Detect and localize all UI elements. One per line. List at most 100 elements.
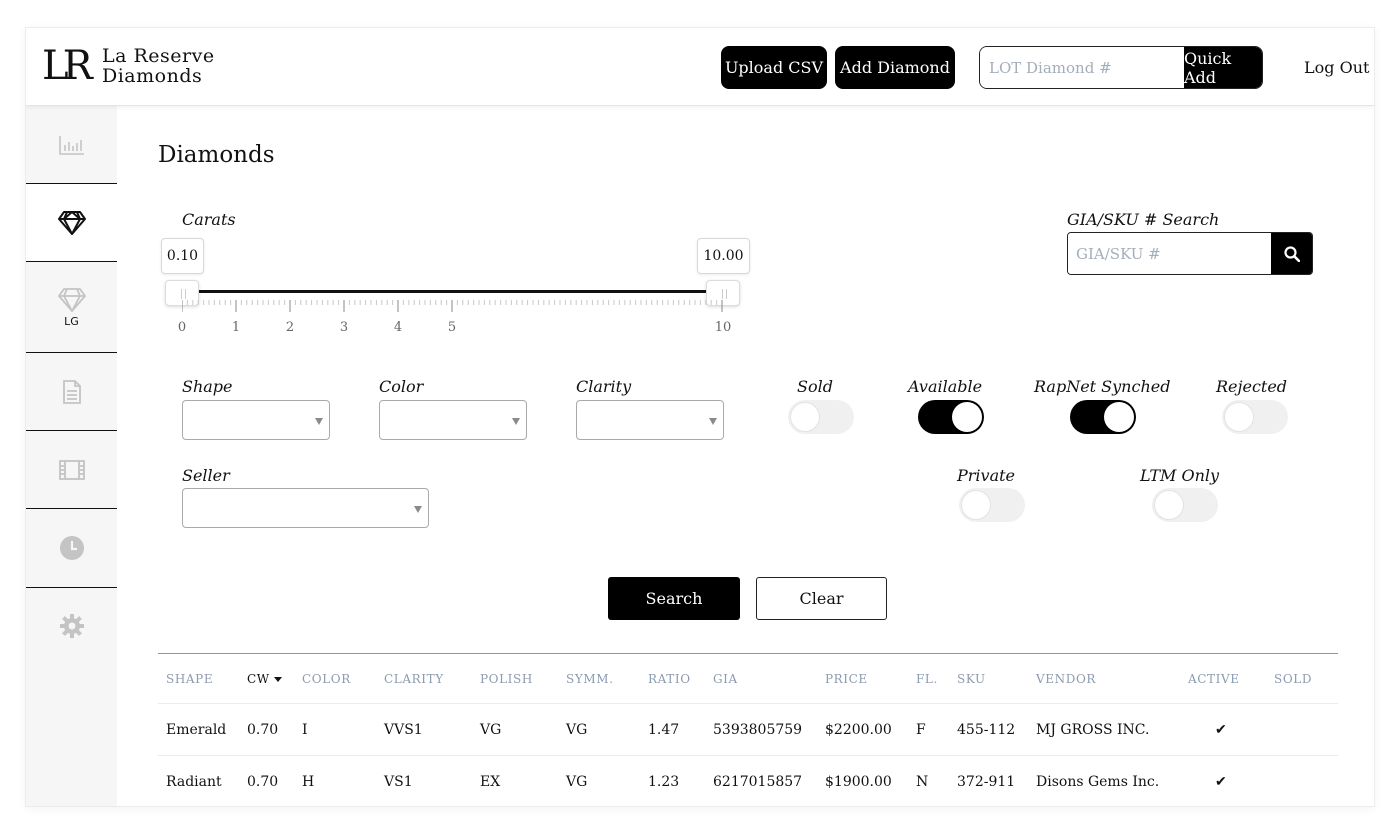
quick-add-button[interactable]: Quick Add [1184, 47, 1262, 88]
private-toggle[interactable] [959, 488, 1025, 522]
cell-cw: 0.70 [247, 774, 279, 790]
sold-label: Sold [797, 377, 833, 396]
sidebar-item-history[interactable] [26, 509, 117, 588]
cell-color: H [302, 774, 315, 790]
cell-vendor: Disons Gems Inc. [1036, 774, 1160, 790]
tick-label: 1 [231, 320, 241, 335]
clarity-select[interactable] [576, 400, 724, 440]
tick-label: 0 [177, 320, 187, 335]
col-header-sold[interactable]: SOLD [1274, 672, 1313, 686]
col-header-shape[interactable]: SHAPE [166, 672, 214, 686]
rejected-toggle[interactable] [1222, 400, 1288, 434]
carat-max-value[interactable]: 10.00 [697, 238, 750, 274]
rejected-label: Rejected [1216, 377, 1288, 396]
col-header-color[interactable]: COLOR [302, 672, 351, 686]
toggle-knob [1224, 402, 1254, 432]
search-button[interactable]: Search [608, 577, 740, 620]
toggle-knob [1104, 402, 1134, 432]
col-header-active[interactable]: ACTIVE [1188, 672, 1240, 686]
toggle-knob [1154, 490, 1184, 520]
tick-label: 3 [339, 320, 349, 335]
table-row[interactable]: Radiant 0.70 H VS1 EX VG 1.23 6217015857… [158, 756, 1338, 806]
clarity-label: Clarity [576, 377, 632, 396]
document-icon [62, 379, 81, 404]
film-icon [58, 459, 85, 480]
logo-line-1: La Reserve [102, 45, 215, 67]
cell-gia: 5393805759 [713, 722, 803, 738]
carat-slider-track[interactable] [194, 290, 722, 293]
upload-csv-button[interactable]: Upload CSV [721, 46, 827, 89]
cell-price: $1900.00 [825, 774, 892, 790]
sidebar-item-lab-grown[interactable]: LG [26, 262, 117, 353]
col-header-sku[interactable]: SKU [957, 672, 986, 686]
cell-gia: 6217015857 [713, 774, 803, 790]
clock-icon [59, 536, 84, 560]
sidebar: LG [26, 106, 117, 806]
logo-line-2: Diamonds [102, 65, 203, 87]
gia-search-label: GIA/SKU # Search [1067, 210, 1220, 229]
cell-sku: 372-911 [957, 774, 1016, 790]
cell-fl: N [916, 774, 929, 790]
gear-icon [59, 614, 84, 638]
available-label: Available [908, 377, 983, 396]
cell-symm: VG [566, 722, 588, 738]
seller-select[interactable] [182, 488, 429, 528]
cell-shape: Radiant [166, 774, 222, 790]
clear-button[interactable]: Clear [756, 577, 887, 620]
cell-vendor: MJ GROSS INC. [1036, 722, 1150, 738]
ltm-only-toggle[interactable] [1152, 488, 1218, 522]
col-header-cw[interactable]: CW [247, 672, 282, 686]
shape-label: Shape [182, 377, 233, 396]
col-header-symm[interactable]: SYMM. [566, 672, 614, 686]
add-diamond-button[interactable]: Add Diamond [835, 46, 955, 89]
cell-polish: VG [480, 722, 502, 738]
logo[interactable]: LR La Reserve Diamonds [42, 46, 215, 86]
lot-quick-add-group: Quick Add [979, 46, 1263, 89]
col-header-ratio[interactable]: RATIO [648, 672, 691, 686]
available-toggle[interactable] [918, 400, 984, 434]
table-row[interactable]: Emerald 0.70 I VVS1 VG VG 1.47 539380575… [158, 704, 1338, 756]
active-check-icon: ✔ [1215, 774, 1227, 790]
tick-label: 2 [285, 320, 295, 335]
color-label: Color [379, 377, 424, 396]
logo-text: La Reserve Diamonds [102, 46, 215, 86]
table-header-row: SHAPE CW COLOR CLARITY POLISH SYMM. RATI… [158, 654, 1338, 704]
diamond-icon [57, 210, 86, 235]
rapnet-toggle[interactable] [1070, 400, 1136, 434]
sidebar-item-media[interactable] [26, 431, 117, 509]
logo-mark: LR [42, 43, 93, 89]
toggle-knob [961, 490, 991, 520]
sidebar-item-diamonds[interactable] [26, 184, 117, 262]
col-header-polish[interactable]: POLISH [480, 672, 533, 686]
cell-symm: VG [566, 774, 588, 790]
sidebar-item-documents[interactable] [26, 353, 117, 431]
sidebar-item-settings[interactable] [26, 588, 117, 664]
sidebar-item-analytics[interactable] [26, 106, 117, 184]
shape-select[interactable] [182, 400, 330, 440]
gia-search-input[interactable] [1068, 233, 1271, 274]
search-icon [1283, 245, 1300, 262]
page-title: Diamonds [158, 142, 275, 168]
cell-clarity: VS1 [384, 774, 413, 790]
top-header: LR La Reserve Diamonds Upload CSV Add Di… [26, 28, 1374, 106]
sidebar-item-label: LG [64, 314, 79, 328]
tick-label: 4 [393, 320, 403, 335]
sold-toggle[interactable] [788, 400, 854, 434]
carat-ticks [182, 300, 723, 312]
col-header-gia[interactable]: GIA [713, 672, 738, 686]
lot-diamond-input[interactable] [980, 47, 1184, 88]
cell-ratio: 1.47 [648, 722, 680, 738]
gia-search-button[interactable] [1271, 233, 1312, 274]
gia-search-group [1067, 232, 1313, 275]
rapnet-label: RapNet Synched [1034, 377, 1171, 396]
color-select[interactable] [379, 400, 527, 440]
col-header-price[interactable]: PRICE [825, 672, 868, 686]
sort-desc-icon [273, 677, 282, 682]
col-header-vendor[interactable]: VENDOR [1036, 672, 1097, 686]
col-header-fl[interactable]: FL. [916, 672, 938, 686]
logout-link[interactable]: Log Out [1304, 58, 1370, 77]
carat-min-value[interactable]: 0.10 [161, 238, 204, 274]
toggle-knob [952, 402, 982, 432]
col-header-clarity[interactable]: CLARITY [384, 672, 444, 686]
tick-label: 10 [714, 320, 732, 335]
